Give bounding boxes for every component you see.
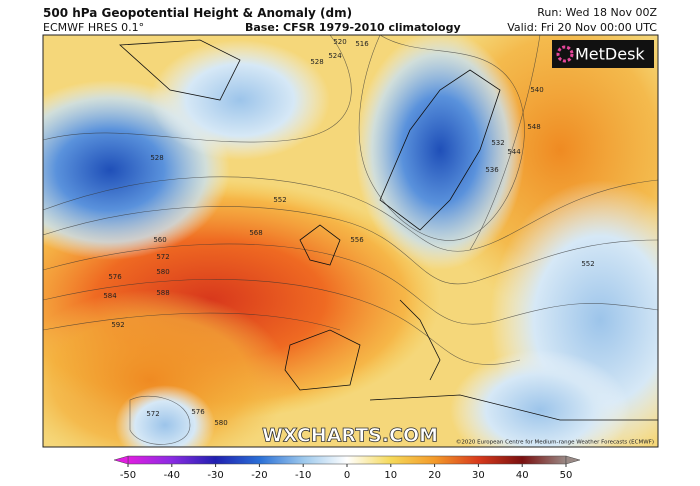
colorbar-tick-label: 0 [344,470,350,481]
map-frame [42,34,659,448]
base: Base: CFSR 1979-2010 climatology [245,21,461,34]
contour-label: 516 [355,40,369,48]
colorbar-tick-label: -10 [295,470,311,481]
logo-icon [556,45,574,63]
colorbar-bar [127,455,567,465]
colorbar-tick-label: -20 [251,470,267,481]
colorbar-tick-label: -30 [207,470,223,481]
valid: Valid: Fri 20 Nov 00:00 UTC [507,21,657,34]
contour-label: 548 [527,123,540,131]
colorbar-tick-label: 40 [516,470,529,481]
contour-label: 584 [103,292,117,300]
contour-label: 568 [249,229,262,237]
contour-label: 576 [108,273,122,281]
contour-label: 528 [150,154,163,162]
contour-label: 528 [310,58,323,66]
contour-label: 580 [156,268,169,276]
colorbar-tick-label: 20 [428,470,441,481]
contour-label: 552 [581,260,594,268]
logo-text: MetDesk [575,45,645,64]
colorbar-tick-label: 10 [384,470,397,481]
contour-label: 580 [214,419,227,427]
contour-label: 556 [350,236,364,244]
contour-label: 540 [530,86,543,94]
contour-label: 592 [111,321,124,329]
contour-label: 560 [153,236,166,244]
run: Run: Wed 18 Nov 00Z [537,6,657,19]
contour-label: 520 [333,38,346,46]
credit: ©2020 European Centre for Medium-range W… [456,439,654,446]
colorbar-tick-label: -50 [120,470,136,481]
colorbar-tick-label: 50 [560,470,573,481]
colorbar: -50 -40 -30 -20 -10 0 10 20 30 40 50 [113,455,581,481]
contour-label: 524 [328,52,342,60]
map-field [43,35,658,447]
model: ECMWF HRES 0.1° [43,21,145,34]
logo-box [552,40,654,68]
watermark: WXCHARTS.COM [262,425,438,447]
colorbar-end [565,455,581,465]
contour-label: 544 [507,148,521,156]
contour-label: 552 [273,196,286,204]
contour-label: 572 [156,253,169,261]
contour-label: 536 [485,166,499,174]
contour-label: 588 [156,289,169,297]
colorbar-tick-label: 30 [472,470,485,481]
contour-label: 572 [146,410,159,418]
colorbar-tick-label: -40 [164,470,180,481]
title: 500 hPa Geopotential Height & Anomaly (d… [43,6,353,20]
contour-label: 576 [191,408,205,416]
contour-label: 532 [491,139,504,147]
colorbar-end [113,455,129,465]
